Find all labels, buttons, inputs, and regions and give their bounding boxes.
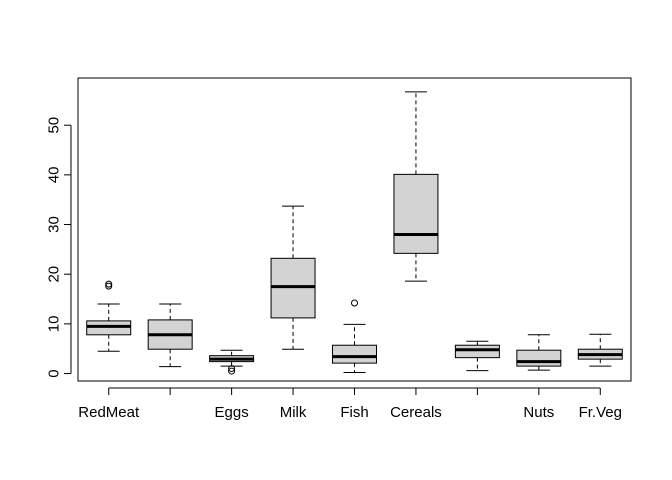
y-tick-label: 20: [46, 266, 63, 283]
iqr-box: [516, 349, 562, 367]
x-tick-label: Nuts: [523, 404, 554, 421]
plot-frame: [77, 77, 632, 382]
iqr-box: [393, 173, 439, 254]
box-unlabeled-2: [147, 303, 193, 368]
x-tick-label: Cereals: [390, 404, 442, 421]
outlier-point: [228, 367, 236, 375]
boxes-group: [86, 91, 623, 375]
y-tick-label: 0: [46, 369, 63, 377]
box-eggs: [209, 349, 255, 375]
x-tick-label: RedMeat: [78, 404, 140, 421]
x-tick-label: Fr.Veg: [579, 404, 622, 421]
box-fr-veg: [577, 333, 623, 367]
box-unlabeled-7: [454, 340, 500, 372]
box-fish: [332, 299, 377, 374]
iqr-box: [332, 344, 377, 364]
box-redmeat: [86, 280, 132, 352]
x-tick-label: Eggs: [215, 404, 249, 421]
outlier-point: [228, 365, 236, 373]
outlier-point: [105, 282, 113, 290]
y-axis: 0 10 20 30 40 50: [46, 117, 72, 378]
outlier-point: [351, 299, 358, 307]
y-tick-label: 50: [46, 117, 63, 134]
x-axis: RedMeat Eggs Milk Fish Cereals Nuts Fr.Veg: [78, 387, 622, 421]
iqr-box: [454, 344, 500, 359]
y-tick-label: 30: [46, 216, 63, 233]
box-milk: [270, 205, 316, 350]
outlier-point: [105, 280, 113, 288]
box-cereals: [393, 91, 439, 282]
y-tick-label: 10: [46, 316, 63, 333]
x-tick-label: Fish: [340, 404, 368, 421]
y-tick-label: 40: [46, 167, 63, 184]
x-tick-label: Milk: [280, 404, 307, 421]
box-nuts: [516, 334, 562, 371]
